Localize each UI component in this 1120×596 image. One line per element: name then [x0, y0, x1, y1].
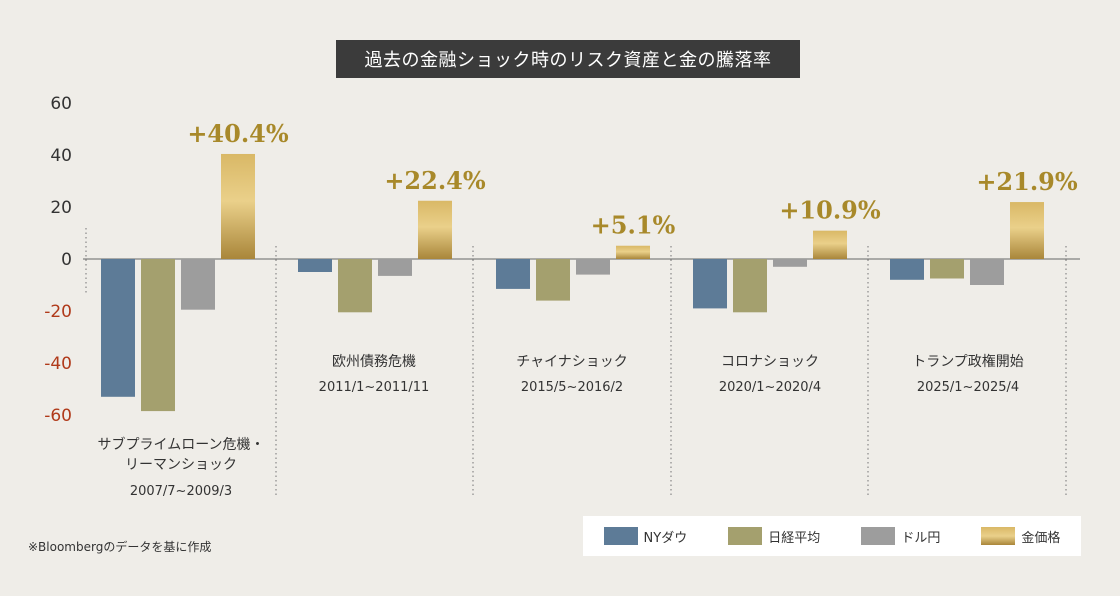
bar-nikkei: [733, 259, 767, 313]
y-tick-label: 20: [50, 198, 72, 218]
legend-swatch-gold: [981, 527, 1016, 545]
bar-nikkei: [338, 259, 372, 313]
bar-gold: [813, 230, 847, 259]
bar-usdjpy: [576, 259, 610, 275]
category-name: サブプライムローン危機・: [97, 436, 264, 453]
bar-gold: [1010, 202, 1044, 259]
bar-dow: [101, 259, 135, 397]
bar-gold: [616, 245, 650, 259]
y-tick-label: -60: [44, 406, 72, 426]
legend-label-nikkei: 日経平均: [768, 530, 821, 546]
category-name: リーマンショック: [125, 457, 237, 473]
legend-item-gold: 金価格: [981, 527, 1060, 546]
category-period: 2020/1~2020/4: [719, 380, 821, 395]
data-label-gold: +22.4%: [384, 166, 486, 195]
category-period: 2011/1~2011/11: [319, 380, 430, 395]
data-label-gold: +5.1%: [591, 211, 676, 240]
y-tick-label: 40: [50, 146, 72, 166]
chart-title: 過去の金融ショック時のリスク資産と金の騰落率: [336, 40, 800, 78]
legend-swatch-dow: [603, 527, 638, 545]
legend-item-dow: NYダウ: [603, 527, 688, 546]
data-label-gold: +40.4%: [187, 119, 289, 148]
bar-dow: [298, 259, 332, 272]
category-period: 2007/7~2009/3: [130, 484, 232, 499]
bar-nikkei: [930, 259, 964, 279]
y-tick-label: -40: [44, 354, 72, 374]
legend-label-gold: 金価格: [1021, 530, 1061, 546]
category-name: コロナショック: [721, 354, 819, 370]
bar-usdjpy: [378, 259, 412, 276]
bar-usdjpy: [181, 259, 215, 310]
category-period: 2015/5~2016/2: [521, 380, 623, 395]
bar-dow: [693, 259, 727, 309]
bar-usdjpy: [773, 259, 807, 267]
bar-dow: [496, 259, 530, 289]
y-tick-label: 60: [50, 94, 72, 114]
data-label-gold: +21.9%: [976, 167, 1078, 196]
bar-dow: [890, 259, 924, 280]
legend-label-usdjpy: ドル円: [901, 530, 941, 546]
legend-item-usdjpy: ドル円: [861, 527, 940, 546]
legend-label-dow: NYダウ: [643, 530, 688, 546]
category-name: 欧州債務危機: [332, 354, 416, 370]
category-name: トランプ政権開始: [912, 353, 1024, 370]
y-tick-label: 0: [61, 250, 72, 270]
y-tick-label: -20: [44, 302, 72, 322]
category-name: チャイナショック: [516, 354, 628, 370]
category-period: 2025/1~2025/4: [917, 380, 1019, 395]
legend-swatch-nikkei: [728, 527, 763, 545]
bar-nikkei: [536, 259, 570, 301]
bar-gold: [418, 200, 452, 259]
bar-gold: [221, 153, 255, 259]
legend-swatch-usdjpy: [861, 527, 896, 545]
legend: NYダウ 日経平均 ドル円 金価格: [583, 516, 1081, 556]
legend-item-nikkei: 日経平均: [728, 527, 820, 546]
data-label-gold: +10.9%: [779, 196, 881, 225]
source-note: ※Bloombergのデータを基に作成: [28, 540, 212, 554]
bar-usdjpy: [970, 259, 1004, 285]
bar-nikkei: [141, 259, 175, 412]
